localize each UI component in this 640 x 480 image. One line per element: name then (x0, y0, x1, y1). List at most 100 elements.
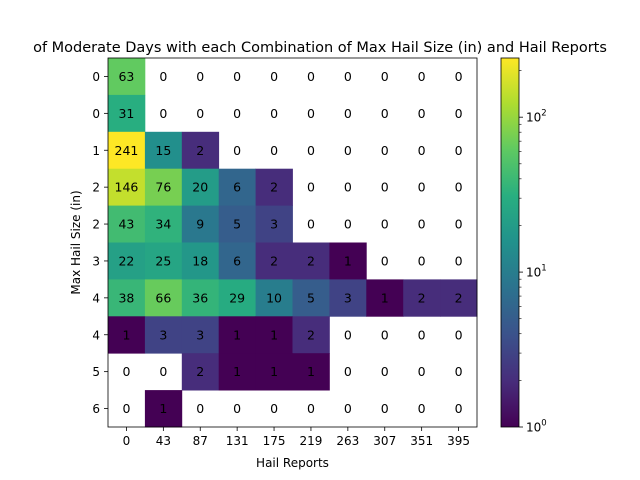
cell-value-label: 29 (229, 290, 245, 305)
heatmap-cell (218, 242, 256, 280)
y-tick-label: 2 (92, 181, 100, 195)
cell-value-label: 2 (270, 253, 278, 268)
cell-value-label: 0 (196, 106, 204, 121)
x-tick-label: 219 (299, 434, 322, 448)
cell-value-label: 43 (118, 217, 134, 232)
cell-value-label: 0 (455, 253, 463, 268)
colorbar-ticks: 100 101 102 (519, 70, 547, 435)
cell-value-label: 241 (115, 143, 139, 158)
plot-frame (107, 57, 478, 428)
cell-value-label: 0 (344, 143, 352, 158)
cell-value-label: 22 (118, 253, 134, 268)
cell-value-label: 0 (270, 401, 278, 416)
y-tick-label: 6 (92, 402, 100, 416)
cell-value-label: 0 (418, 217, 426, 232)
cell-value-label: 2 (196, 143, 204, 158)
cell-value-label: 6 (233, 253, 241, 268)
cell-value-label: 63 (118, 69, 134, 84)
y-tick-label: 5 (92, 365, 100, 379)
cell-value-label: 0 (455, 364, 463, 379)
cell-value-label: 20 (192, 180, 208, 195)
cell-value-label: 2 (307, 253, 315, 268)
heatmap-cell (218, 205, 256, 243)
cell-value-label: 0 (418, 69, 426, 84)
y-tick-label: 1 (92, 144, 100, 158)
x-tick-label: 263 (336, 434, 359, 448)
heatmap-cell (218, 168, 256, 206)
y-tick-label: 2 (92, 218, 100, 232)
cell-value-label: 146 (115, 180, 139, 195)
cell-value-label: 0 (418, 253, 426, 268)
heatmap-cell (255, 242, 293, 280)
x-tick-label: 87 (193, 434, 208, 448)
cell-value-label: 5 (233, 217, 241, 232)
heatmap-cell (218, 279, 256, 317)
heatmap-cell (108, 205, 146, 243)
x-tick-label: 351 (410, 434, 433, 448)
cell-value-label: 0 (307, 143, 315, 158)
heatmap-cell (108, 94, 146, 133)
heatmap-cell (255, 316, 293, 354)
heatmap-cell (144, 205, 183, 243)
cell-value-label: 10 (266, 290, 282, 305)
cell-value-label: 0 (381, 106, 389, 121)
heatmap-cell (218, 353, 256, 391)
cell-value-label: 0 (455, 106, 463, 121)
x-tick-label: 131 (226, 434, 249, 448)
cell-value-label: 2 (270, 180, 278, 195)
cell-value-label: 0 (344, 327, 352, 342)
heatmap-cell (329, 279, 367, 317)
cell-value-label: 0 (270, 143, 278, 158)
cell-value-label: 0 (455, 143, 463, 158)
cell-value-label: 0 (381, 253, 389, 268)
heatmap-cell (144, 242, 183, 280)
heatmap-cell (255, 168, 293, 206)
cell-value-label: 0 (196, 69, 204, 84)
cell-value-label: 0 (233, 401, 241, 416)
cell-value-label: 0 (344, 180, 352, 195)
y-tick-label: 4 (92, 291, 100, 305)
heatmap-cell (108, 316, 146, 354)
cell-value-label: 0 (196, 401, 204, 416)
colorbar (500, 57, 520, 428)
heatmap-cell (144, 131, 183, 170)
cell-value-label: 31 (118, 106, 134, 121)
y-tick-label: 3 (92, 254, 100, 268)
cell-value-label: 0 (344, 106, 352, 121)
cell-value-label: 0 (418, 401, 426, 416)
cell-value-label: 1 (270, 327, 278, 342)
cell-value-label: 0 (344, 217, 352, 232)
cell-value-label: 0 (233, 143, 241, 158)
cell-value-label: 0 (418, 364, 426, 379)
cell-value-label: 9 (196, 217, 204, 232)
heatmap-cell (108, 242, 146, 280)
colorbar-tick-label: 102 (526, 109, 547, 125)
x-tick-label: 307 (373, 434, 396, 448)
cell-value-label: 1 (381, 290, 389, 305)
cell-value-label: 1 (344, 253, 352, 268)
cell-value-label: 0 (159, 106, 167, 121)
cell-value-label: 3 (159, 327, 167, 342)
heatmap-cells (108, 58, 478, 428)
heatmap-cell (181, 316, 220, 354)
cell-value-label: 0 (418, 327, 426, 342)
heatmap-cell (181, 131, 220, 170)
heatmap-cell (108, 58, 146, 96)
cell-value-label: 0 (159, 69, 167, 84)
cell-value-label: 0 (270, 106, 278, 121)
heatmap-cell (181, 242, 220, 280)
cell-value-label: 76 (155, 180, 171, 195)
cell-value-label: 36 (192, 290, 208, 305)
heatmap-cell (440, 279, 478, 317)
heatmap-cell (181, 168, 220, 206)
heatmap-cell (403, 279, 441, 317)
cell-value-label: 0 (344, 69, 352, 84)
cell-value-label: 66 (155, 290, 171, 305)
cell-value-label: 0 (455, 327, 463, 342)
cell-value-label: 0 (233, 106, 241, 121)
cell-value-label: 3 (344, 290, 352, 305)
heatmap-cell (181, 205, 220, 243)
heatmap-cell (144, 279, 183, 317)
x-axis-ticks: 0 43 87 131 175 219 263 307 351 395 (123, 427, 470, 448)
